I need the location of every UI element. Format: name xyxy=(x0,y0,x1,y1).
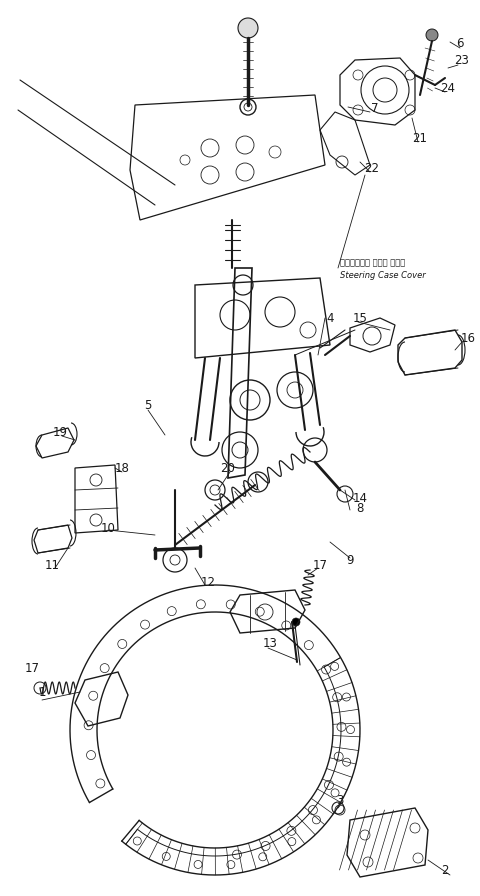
Text: ステアリング ケース カバー: ステアリング ケース カバー xyxy=(339,259,405,268)
Circle shape xyxy=(291,618,300,626)
Text: 22: 22 xyxy=(364,161,379,175)
Text: 12: 12 xyxy=(200,575,215,589)
Text: 13: 13 xyxy=(262,636,277,650)
Text: 4: 4 xyxy=(325,312,333,324)
Text: 19: 19 xyxy=(52,426,67,438)
Text: 9: 9 xyxy=(346,554,353,566)
Text: 2: 2 xyxy=(440,864,448,876)
Text: 15: 15 xyxy=(352,312,367,324)
Text: 16: 16 xyxy=(459,332,475,344)
Circle shape xyxy=(238,18,257,38)
Text: 3: 3 xyxy=(336,794,343,806)
Text: 7: 7 xyxy=(371,101,378,115)
Text: 8: 8 xyxy=(356,502,363,514)
Text: 14: 14 xyxy=(352,492,367,504)
Text: 17: 17 xyxy=(312,558,327,572)
Text: 5: 5 xyxy=(144,399,151,411)
Text: Steering Case Cover: Steering Case Cover xyxy=(339,271,425,280)
Text: 10: 10 xyxy=(100,521,115,535)
Text: 6: 6 xyxy=(456,37,463,49)
Text: 1: 1 xyxy=(38,685,46,699)
Text: 24: 24 xyxy=(440,82,455,94)
Text: 17: 17 xyxy=(24,661,39,675)
Text: 23: 23 xyxy=(454,54,468,66)
Circle shape xyxy=(425,29,437,41)
Text: 20: 20 xyxy=(220,461,235,475)
Text: 18: 18 xyxy=(114,461,129,475)
Text: 11: 11 xyxy=(45,558,60,572)
Text: 21: 21 xyxy=(412,132,427,144)
